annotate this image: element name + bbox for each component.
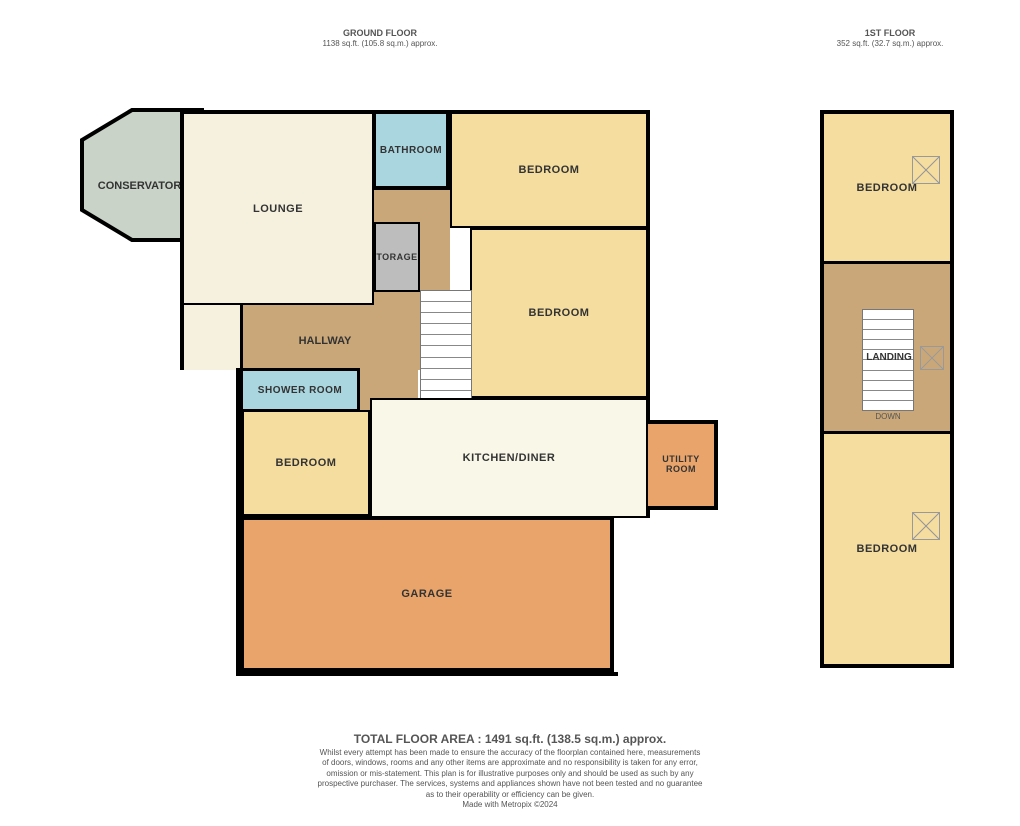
- garage-label: GARAGE: [401, 588, 452, 600]
- bedroom-top-right: BEDROOM: [450, 110, 650, 228]
- footer: TOTAL FLOOR AREA : 1491 sq.ft. (138.5 sq…: [0, 732, 1020, 810]
- ground-floor-header: GROUND FLOOR 1138 sq.ft. (105.8 sq.m.) a…: [290, 28, 470, 48]
- total-area: TOTAL FLOOR AREA : 1491 sq.ft. (138.5 sq…: [0, 732, 1020, 746]
- wall-bottom: [236, 672, 618, 676]
- garage: GARAGE: [240, 516, 614, 672]
- first-floor-sub: 352 sq.ft. (32.7 sq.m.) approx.: [800, 39, 980, 49]
- utility-label: UTILITY ROOM: [648, 455, 714, 475]
- skylight-bottom: [912, 512, 940, 540]
- floorplan-stage: GROUND FLOOR 1138 sq.ft. (105.8 sq.m.) a…: [0, 0, 1020, 826]
- bathroom-label: BATHROOM: [380, 145, 442, 156]
- storage-label: TORAGE: [376, 252, 417, 262]
- bedroom-bottom-left: BEDROOM: [240, 410, 370, 518]
- shower-room: SHOWER ROOM: [240, 368, 360, 412]
- stairs-ground: [420, 290, 472, 402]
- wall-left-lower: [236, 368, 240, 676]
- disclaimer: Whilst every attempt has been made to en…: [270, 748, 750, 810]
- skylight-top: [912, 156, 940, 184]
- storage: TORAGE: [374, 222, 420, 292]
- hallway-label: HALLWAY: [280, 335, 370, 347]
- first-bedroom-top: BEDROOM: [824, 114, 950, 264]
- wall-right-gap: [646, 110, 650, 228]
- bedroom1-label: BEDROOM: [519, 164, 580, 176]
- ground-floor-sub: 1138 sq.ft. (105.8 sq.m.) approx.: [290, 39, 470, 49]
- kitchen-label: KITCHEN/DINER: [463, 452, 556, 464]
- bedroom-mid-right: BEDROOM: [470, 228, 650, 398]
- first-floor-title: 1ST FLOOR: [865, 28, 916, 38]
- skylight-landing: [920, 346, 944, 370]
- landing-text: LANDING: [854, 352, 924, 363]
- utility-room: UTILITY ROOM: [648, 420, 718, 510]
- first-bedroomA-label: BEDROOM: [857, 182, 918, 194]
- ground-floor-plan: CONSERVATORY LOUNGE BATHROOM BEDROOM TOR…: [180, 110, 710, 680]
- lounge-label: LOUNGE: [253, 203, 303, 215]
- first-bedroom-bottom: BEDROOM: [824, 434, 950, 664]
- first-floor-plan: BEDROOM LANDING DOWN BEDROOM: [820, 110, 954, 668]
- bathroom: BATHROOM: [374, 110, 450, 188]
- kitchen-diner: KITCHEN/DINER: [370, 398, 650, 518]
- lounge-nook: [180, 305, 240, 370]
- first-floor-header: 1ST FLOOR 352 sq.ft. (32.7 sq.m.) approx…: [800, 28, 980, 48]
- down-label: DOWN: [868, 412, 908, 421]
- shower-label: SHOWER ROOM: [258, 385, 342, 396]
- ground-floor-title: GROUND FLOOR: [343, 28, 417, 38]
- first-bedroomB-label: BEDROOM: [857, 543, 918, 555]
- bedroom2-label: BEDROOM: [529, 307, 590, 319]
- bedroom3-label: BEDROOM: [276, 457, 337, 469]
- lounge: LOUNGE: [180, 110, 374, 305]
